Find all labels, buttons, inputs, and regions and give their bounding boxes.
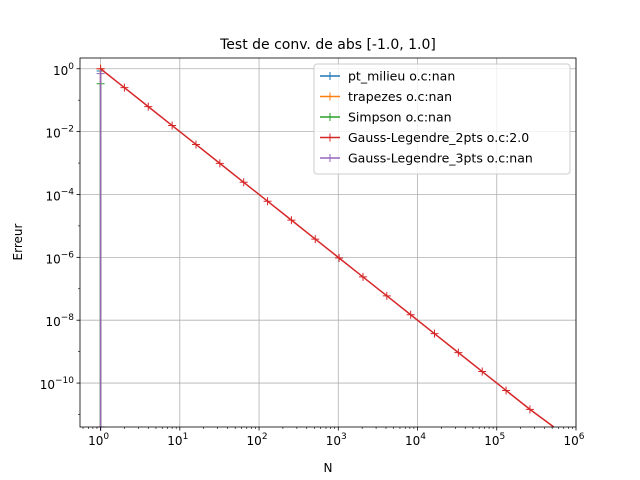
y-tick-exponent: −8 [61, 313, 75, 323]
x-tick-exponent: 4 [420, 432, 426, 442]
data-point-marker [478, 367, 487, 376]
legend-label: Gauss-Legendre_2pts o.c:2.0 [348, 130, 529, 145]
plot-frame [79, 57, 577, 428]
data-point-marker [430, 329, 439, 338]
x-tick-exponent: 3 [341, 432, 347, 442]
legend: pt_milieu o.c:nan trapezes o.c:nan Simpson… [313, 63, 571, 175]
x-tick-base: 10 [88, 434, 103, 448]
data-point-marker [239, 178, 248, 187]
series-line [100, 68, 555, 428]
legend-label: Gauss-Legendre_3pts o.c:nan [348, 151, 533, 166]
y-tick-base: 10 [40, 378, 55, 392]
y-tick-label: 10−2 [45, 125, 74, 141]
y-tick-exponent: −4 [61, 187, 75, 197]
y-tick-label: 100 [53, 62, 74, 78]
data-point-marker [120, 83, 129, 92]
x-tick-base: 10 [326, 434, 341, 448]
y-tick-exponent: −2 [61, 125, 74, 135]
x-tick-base: 10 [484, 434, 499, 448]
data-point-marker [215, 159, 224, 168]
y-tick-label: 10−6 [45, 250, 74, 266]
x-tick-label: 100 [88, 432, 109, 448]
x-tick-base: 10 [167, 434, 182, 448]
y-tick-base: 10 [45, 127, 60, 141]
x-tick-label: 106 [563, 432, 584, 448]
y-tick-exponent: −10 [55, 376, 74, 386]
data-point-marker [96, 69, 105, 78]
y-tick-exponent: −6 [61, 250, 75, 260]
y-tick-base: 10 [45, 189, 60, 203]
y-tick-exponent: 0 [68, 62, 74, 72]
legend-label: Simpson o.c:nan [348, 110, 452, 125]
x-tick-base: 10 [247, 434, 262, 448]
legend-box [313, 63, 571, 175]
x-tick-exponent: 0 [103, 432, 109, 442]
legend-marker [326, 92, 334, 101]
x-tick-label: 103 [326, 432, 347, 448]
x-tick-label: 102 [247, 432, 268, 448]
legend-item: Gauss-Legendre_2pts o.c:2.0 [320, 130, 529, 145]
x-tick-base: 10 [563, 434, 578, 448]
y-tick-label: 10−10 [40, 376, 75, 392]
series-3 [96, 64, 555, 428]
data-point-marker [335, 253, 344, 262]
legend-marker [326, 113, 334, 121]
data-point-marker [502, 386, 511, 395]
x-tick-exponent: 5 [500, 432, 506, 442]
y-axis-label: Erreur [11, 223, 25, 260]
legend-label: trapezes o.c:nan [348, 89, 452, 104]
legend-item: Simpson o.c:nan [320, 110, 452, 125]
y-tick-label: 10−8 [45, 313, 74, 329]
y-tick-label: 10−4 [45, 187, 74, 203]
data-point-marker [311, 235, 320, 244]
y-tick-base: 10 [45, 315, 60, 329]
y-tick-base: 10 [45, 252, 60, 266]
legend-item: trapezes o.c:nan [320, 89, 452, 104]
x-axis-label: N [324, 461, 333, 475]
data-point-marker [144, 102, 153, 111]
data-point-marker [454, 348, 463, 357]
x-tick-label: 104 [405, 432, 426, 448]
data-point-marker [191, 140, 200, 149]
y-tick-base: 10 [53, 64, 68, 78]
data-point-marker [168, 121, 177, 130]
data-point-marker [358, 272, 367, 281]
x-tick-label: 101 [167, 432, 188, 448]
data-point-marker [382, 291, 391, 300]
legend-marker [326, 72, 334, 80]
data-point-marker [263, 197, 272, 206]
data-point-marker [287, 216, 296, 225]
ticks: 100 101 102 103 104 105 10610010−210−410−610−8… [40, 62, 585, 448]
legend-item: pt_milieu o.c:nan [320, 69, 455, 84]
x-tick-exponent: 6 [579, 432, 585, 442]
chart-title: Test de conv. de abs [-1.0, 1.0] [219, 37, 436, 53]
legend-label: pt_milieu o.c:nan [348, 69, 455, 84]
x-tick-exponent: 2 [262, 432, 268, 442]
legend-marker [326, 133, 334, 142]
x-tick-exponent: 1 [183, 432, 189, 442]
data-point-marker [525, 405, 534, 414]
data-point-marker [406, 310, 415, 319]
legend-item: Gauss-Legendre_3pts o.c:nan [320, 151, 533, 166]
legend-marker [326, 154, 334, 162]
x-tick-base: 10 [405, 434, 420, 448]
x-tick-label: 105 [484, 432, 505, 448]
